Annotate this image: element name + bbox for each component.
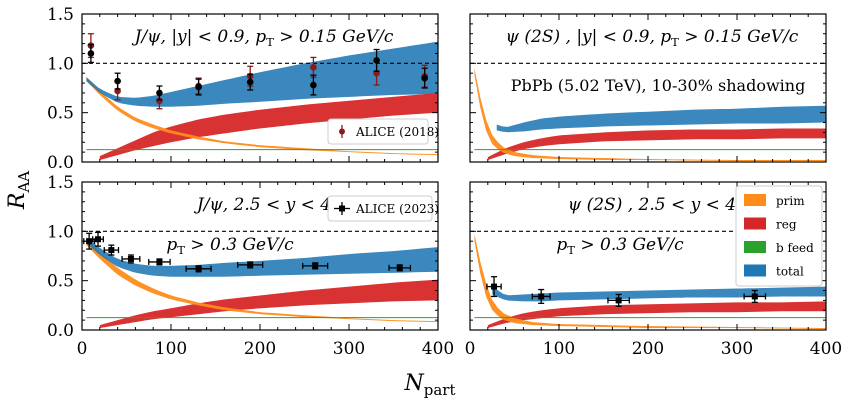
data-point [302,262,329,270]
band-reg [487,301,826,329]
x-tick-label: 400 [422,339,454,359]
panel-subtitle: pT > 0.3 GeV/c [166,235,294,257]
y-tick-label: 0.0 [47,321,74,341]
svg-text:ALICE (2018): ALICE (2018) [355,125,439,139]
panel-br: 0 100 200 300 400 ψ (2S) , 2.5 < y < 4 pT > 0.… [465,181,842,359]
band-prim [474,234,826,330]
data-point [246,73,254,91]
svg-text:ALICE (2023): ALICE (2023) [355,202,439,216]
x-tick-label: 100 [543,339,575,359]
y-tick-label: 0.0 [47,153,74,173]
panel-tr: ψ (2S) , |y| < 0.9, pT > 0.15 GeV/c PbPb … [469,13,827,163]
data-point [531,288,551,305]
band-bfeed [86,317,438,319]
data-point [373,48,380,72]
x-tick-label: 300 [721,339,753,359]
panel-bl: 0 100 200 300 400 0.0 0.5 1.0 1.5 J/ψ, 2.5 < y < … [47,173,454,359]
legend-components: prim reg b feed total [735,185,823,287]
legend-alice-2018: ALICE (2018) [327,118,439,145]
panel-title: ψ (2S) , 2.5 < y < 4 [568,195,736,215]
panel-title: ψ (2S) , |y| < 0.9, pT > 0.15 GeV/c [506,27,799,49]
x-tick-label: 200 [632,339,664,359]
data-point [114,72,121,90]
y-tick-label: 1.5 [47,173,74,193]
data-point [92,231,105,247]
band-total [496,105,826,133]
panel-subtitle: PbPb (5.02 TeV), 10-30% shadowing [511,76,806,95]
data-point [237,261,264,269]
x-tick-label: 200 [244,339,276,359]
data-point [103,244,120,256]
band-total [86,237,438,277]
data-point [185,265,212,273]
band-reg [99,279,438,329]
data-point [156,85,163,101]
data-point [148,258,171,266]
legend-swatch-prim [744,194,766,206]
band-prim [474,68,826,162]
y-axis-label: RAA [5,171,33,210]
x-tick-label: 0 [465,339,476,359]
y-tick-label: 1.0 [47,54,74,74]
legend-swatch-total [744,264,766,277]
band-total [492,286,826,302]
panel-title: J/ψ, 2.5 < y < 4 [194,195,331,215]
legend-label-prim: prim [776,194,805,208]
x-tick-label: 0 [77,339,88,359]
data-point [607,293,630,307]
legend-swatch-bfeed [744,241,766,253]
band-bfeed [474,317,826,319]
band-bfeed [474,149,826,151]
x-axis-label: Npart [404,371,456,399]
data-point [195,78,202,96]
y-tick-label: 0.5 [47,104,74,124]
y-tick-label: 1.5 [47,5,74,25]
band-reg [487,128,826,161]
data-point [388,264,412,272]
band-reg [99,92,438,161]
panel-subtitle: pT > 0.3 GeV/c [556,235,684,257]
data-point [486,276,502,298]
x-tick-label: 300 [333,339,365,359]
y-tick-label: 1.0 [47,222,74,242]
legend-label-reg: reg [776,218,797,232]
data-point [87,43,95,63]
x-tick-label: 400 [810,339,842,359]
x-tick-label: 100 [155,339,187,359]
data-point [310,74,317,96]
data-point [743,289,767,304]
legend-alice-2023: ALICE (2023) [327,195,439,222]
band-total [86,41,438,107]
legend-label-total: total [776,265,804,279]
legend-swatch-reg [744,217,766,230]
data-point [121,254,141,264]
data-point [421,67,428,89]
legend-label-bfeed: b feed [776,241,814,255]
panel-title: J/ψ, |y| < 0.9, pT > 0.15 GeV/c [132,27,394,49]
band-bfeed [86,149,438,151]
y-tick-label: 0.5 [47,272,74,292]
panel-tl: 0.0 0.5 1.0 1.5 J/ψ, |y| < 0.9, pT > 0.15 Ge… [47,5,439,173]
